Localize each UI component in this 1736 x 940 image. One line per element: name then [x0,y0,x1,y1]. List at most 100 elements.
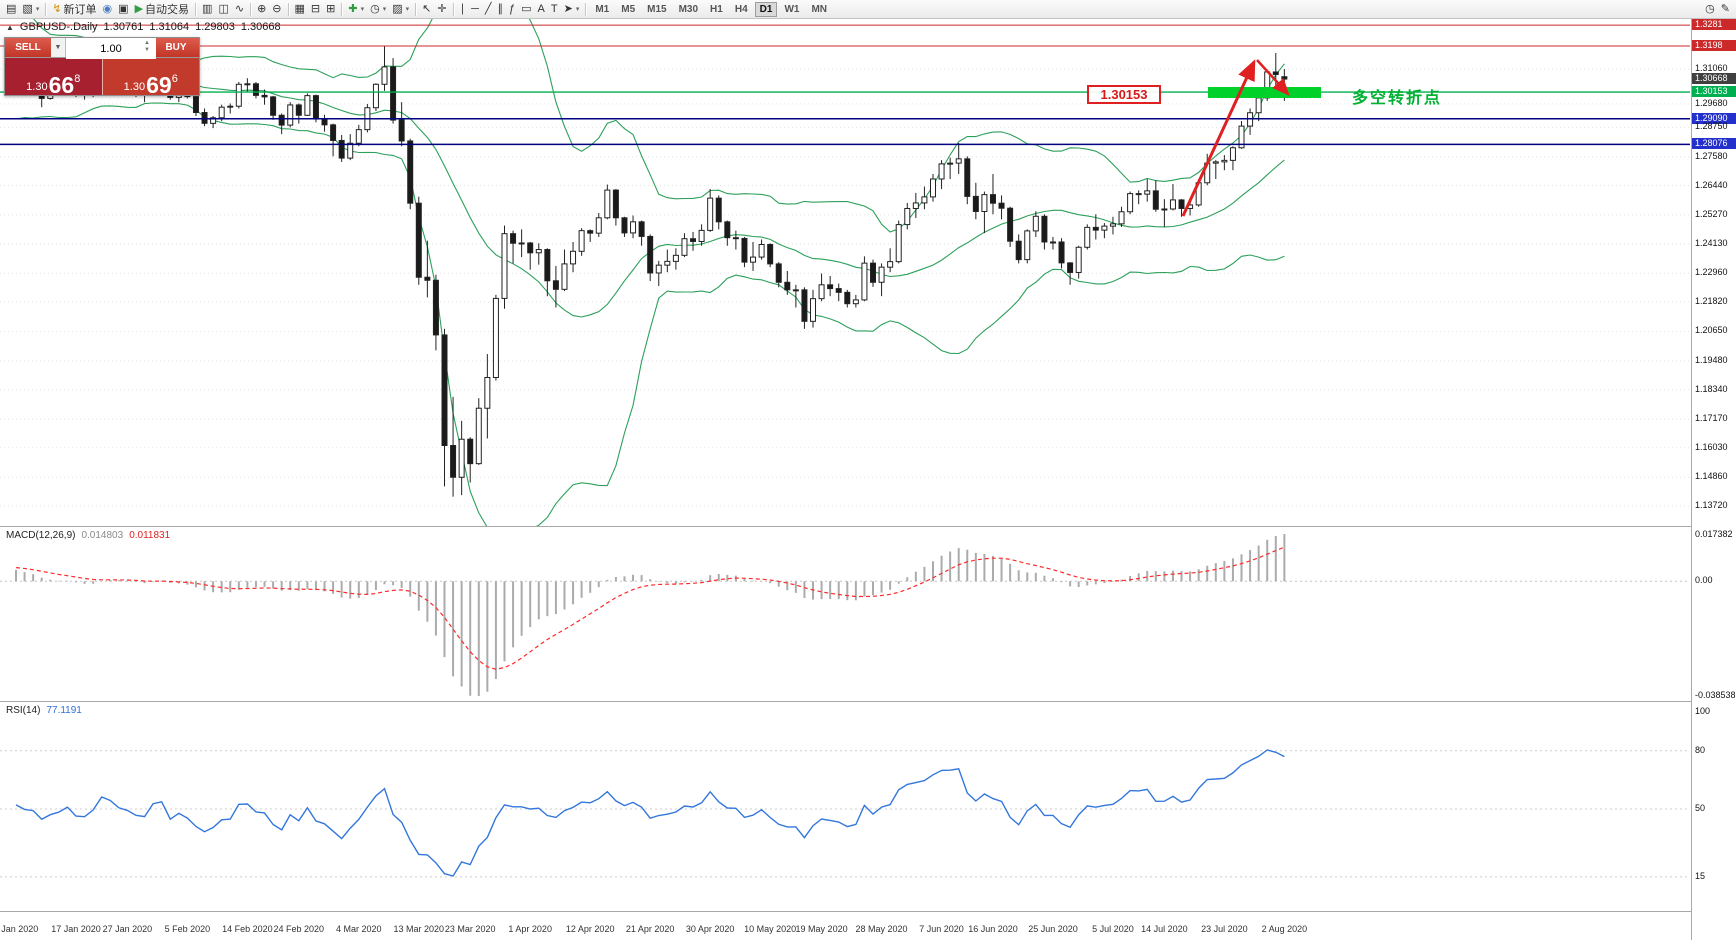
scale-label: 1.27580 [1695,150,1728,161]
ask-pipette: 6 [171,73,178,85]
scale-label: 1.3198 [1692,40,1736,51]
scale-label: 1.30668 [1692,73,1736,85]
toolbar-text-label-button[interactable]: T [548,1,561,17]
volume-spinner[interactable]: ▲ ▼ [144,40,150,54]
spin-up-icon[interactable]: ▲ [144,40,150,46]
macd-value: 0.014803 [81,530,124,541]
horizontal-line-icon: ─ [471,2,479,15]
scale-label: 1.29090 [1692,112,1736,124]
toolbar-separator [452,2,454,16]
timeframe-w1-button[interactable]: W1 [784,3,800,15]
toolbar-zoom-out-button[interactable]: ⊖ [269,1,284,17]
toolbar-periods-button[interactable]: ◷ ▾ [367,1,389,17]
toolbar-auto-arrange-button[interactable]: ⊟ [308,1,323,17]
templates-icon: ▨ [392,2,403,15]
toolbar-profiles-button[interactable]: ▧ ▾ [19,1,42,17]
macd-signal-value: 0.011831 [129,530,171,541]
date-label: 23 Mar 2020 [444,924,496,934]
toolbar-right-group: ◷ ✎ [1702,1,1733,17]
toolbar-text-button[interactable]: A [535,1,548,17]
bar-chart-icon: ▥ [202,2,213,15]
buy-button[interactable]: BUY [153,38,199,57]
timeframe-m15-button[interactable]: M15 [647,3,667,15]
chart-canvas[interactable] [0,0,1691,940]
main-toolbar: ▤ ▧ ▾ ↯ 新订单 ◉ ▣ ▶ 自动交易 ▥ ◫ ∿ ⊕ ⊖ ▦ ⊟ ⊞ ✚ ▾ ◷ ▾ ▨ ▾ ↖ ✛ ∣ ─ ╱ ∥ ƒ ▭ A T ➤ ▾… [0,0,1736,19]
grid-icon: ⊞ [326,2,336,15]
toolbar-layouts-button[interactable]: ▣ [115,1,131,17]
bid-price-button[interactable]: 1.30 66 8 [5,58,102,97]
bid-prefix: 1.30 [26,81,48,93]
scale-label: 50 [1695,803,1706,813]
timeframe-mn-button[interactable]: MN [811,3,827,15]
collapse-panel-icon[interactable]: ▲ [6,22,14,32]
date-label: 24 Feb 2020 [273,924,325,934]
toolbar-line-chart-button[interactable]: ∿ [232,1,247,17]
toolbar-alerts-clock-button[interactable]: ◷ [1702,1,1718,17]
toolbar-zoom-in-button[interactable]: ⊕ [254,1,269,17]
one-click-trading-panel: SELL ▼ ▲ ▼ BUY 1.30 66 8 1.30 [4,37,200,98]
scale-label: 1.18340 [1695,383,1728,394]
toolbar-new-chart-button[interactable]: ▤ [3,1,19,17]
date-label: 28 May 2020 [855,924,908,934]
toolbar-bar-chart-button[interactable]: ▥ [199,1,215,17]
scale-label: 1.28750 [1695,121,1728,132]
toolbar-new-order-button[interactable]: ↯ 新订单 [49,1,99,17]
toolbar-candlestick-chart-button[interactable]: ◫ [215,1,231,17]
toolbar-templates-button[interactable]: ▨ ▾ [389,1,412,17]
toolbar-equidistant-channel-button[interactable]: ∥ [494,1,506,17]
timeframe-h4-button[interactable]: H4 [734,3,748,15]
scale-label: 80 [1695,744,1706,755]
spin-down-icon[interactable]: ▼ [144,47,150,53]
toolbar-vertical-line-button[interactable]: ∣ [457,1,469,17]
periods-caret-icon: ▾ [382,6,387,13]
rsi-label-line: RSI(14) 77.1191 [6,705,82,716]
date-label: 14 Feb 2020 [222,924,273,934]
toolbar-shapes-button[interactable]: ▭ [518,1,534,17]
date-label: 23 Jul 2020 [1201,924,1248,934]
timeframe-h1-button[interactable]: H1 [710,3,723,15]
toolbar-cursor-button[interactable]: ↖ [419,1,434,17]
toolbar-arrows-button[interactable]: ➤ ▾ [561,1,583,17]
ask-price-button[interactable]: 1.30 69 6 [101,58,199,98]
scale-label: 1.31060 [1695,63,1728,74]
text-label-icon: T [550,2,558,15]
scale-label: 1.17170 [1695,413,1728,424]
toolbar-autotrading-button[interactable]: ▶ 自动交易 [132,1,192,17]
panel-divider-axis[interactable] [0,910,1691,914]
ask-big-digits: 69 [146,72,172,98]
scale-label: 1.3281 [1692,19,1736,31]
date-label: 21 Apr 2020 [625,924,675,934]
toolbar-indicators-button[interactable]: ✚ ▾ [345,1,367,17]
indicators-caret-icon: ▾ [360,6,365,13]
volume-input[interactable] [66,38,156,59]
ohlc-high: 1.31064 [149,21,190,33]
rsi-name: RSI(14) [6,705,41,716]
panel-divider-macd[interactable] [0,525,1691,529]
toolbar-quick-edit-button[interactable]: ✎ [1718,1,1733,17]
bid-pipette: 8 [74,73,81,85]
timeframe-d1-button[interactable]: D1 [754,1,778,17]
arrows-caret-icon: ▾ [575,6,580,13]
toolbar-fibonacci-button[interactable]: ƒ [506,1,518,17]
cursor-icon: ↖ [422,2,432,15]
toolbar-grid-button[interactable]: ⊞ [323,1,338,17]
price-scale: 1.3281 1.3198 1.31060 1.30668 1.30153 1.29680… [1691,18,1736,940]
toolbar-trendline-button[interactable]: ╱ [482,1,495,17]
auto-arrange-icon: ⊟ [310,2,321,15]
toolbar-tile-windows-button[interactable]: ▦ [292,1,308,17]
timeframe-m5-button[interactable]: M5 [621,3,636,15]
toolbar-separator [287,2,289,16]
toolbar-mql5-community-button[interactable]: ◉ [100,1,116,17]
timeframe-m30-button[interactable]: M30 [678,3,699,15]
sell-button[interactable]: SELL [5,38,51,57]
toolbar-crosshair-button[interactable]: ✛ [434,1,449,17]
templates-caret-icon: ▾ [405,6,410,13]
symbol-period-label: GBPUSD-.Daily [19,21,98,33]
volume-dropdown-caret[interactable]: ▼ [51,38,66,57]
scale-label: 1.28076 [1692,138,1736,150]
toolbar-horizontal-line-button[interactable]: ─ [468,1,482,17]
layouts-icon: ▣ [118,2,129,15]
panel-divider-rsi[interactable] [0,700,1691,704]
timeframe-m1-button[interactable]: M1 [595,3,610,15]
